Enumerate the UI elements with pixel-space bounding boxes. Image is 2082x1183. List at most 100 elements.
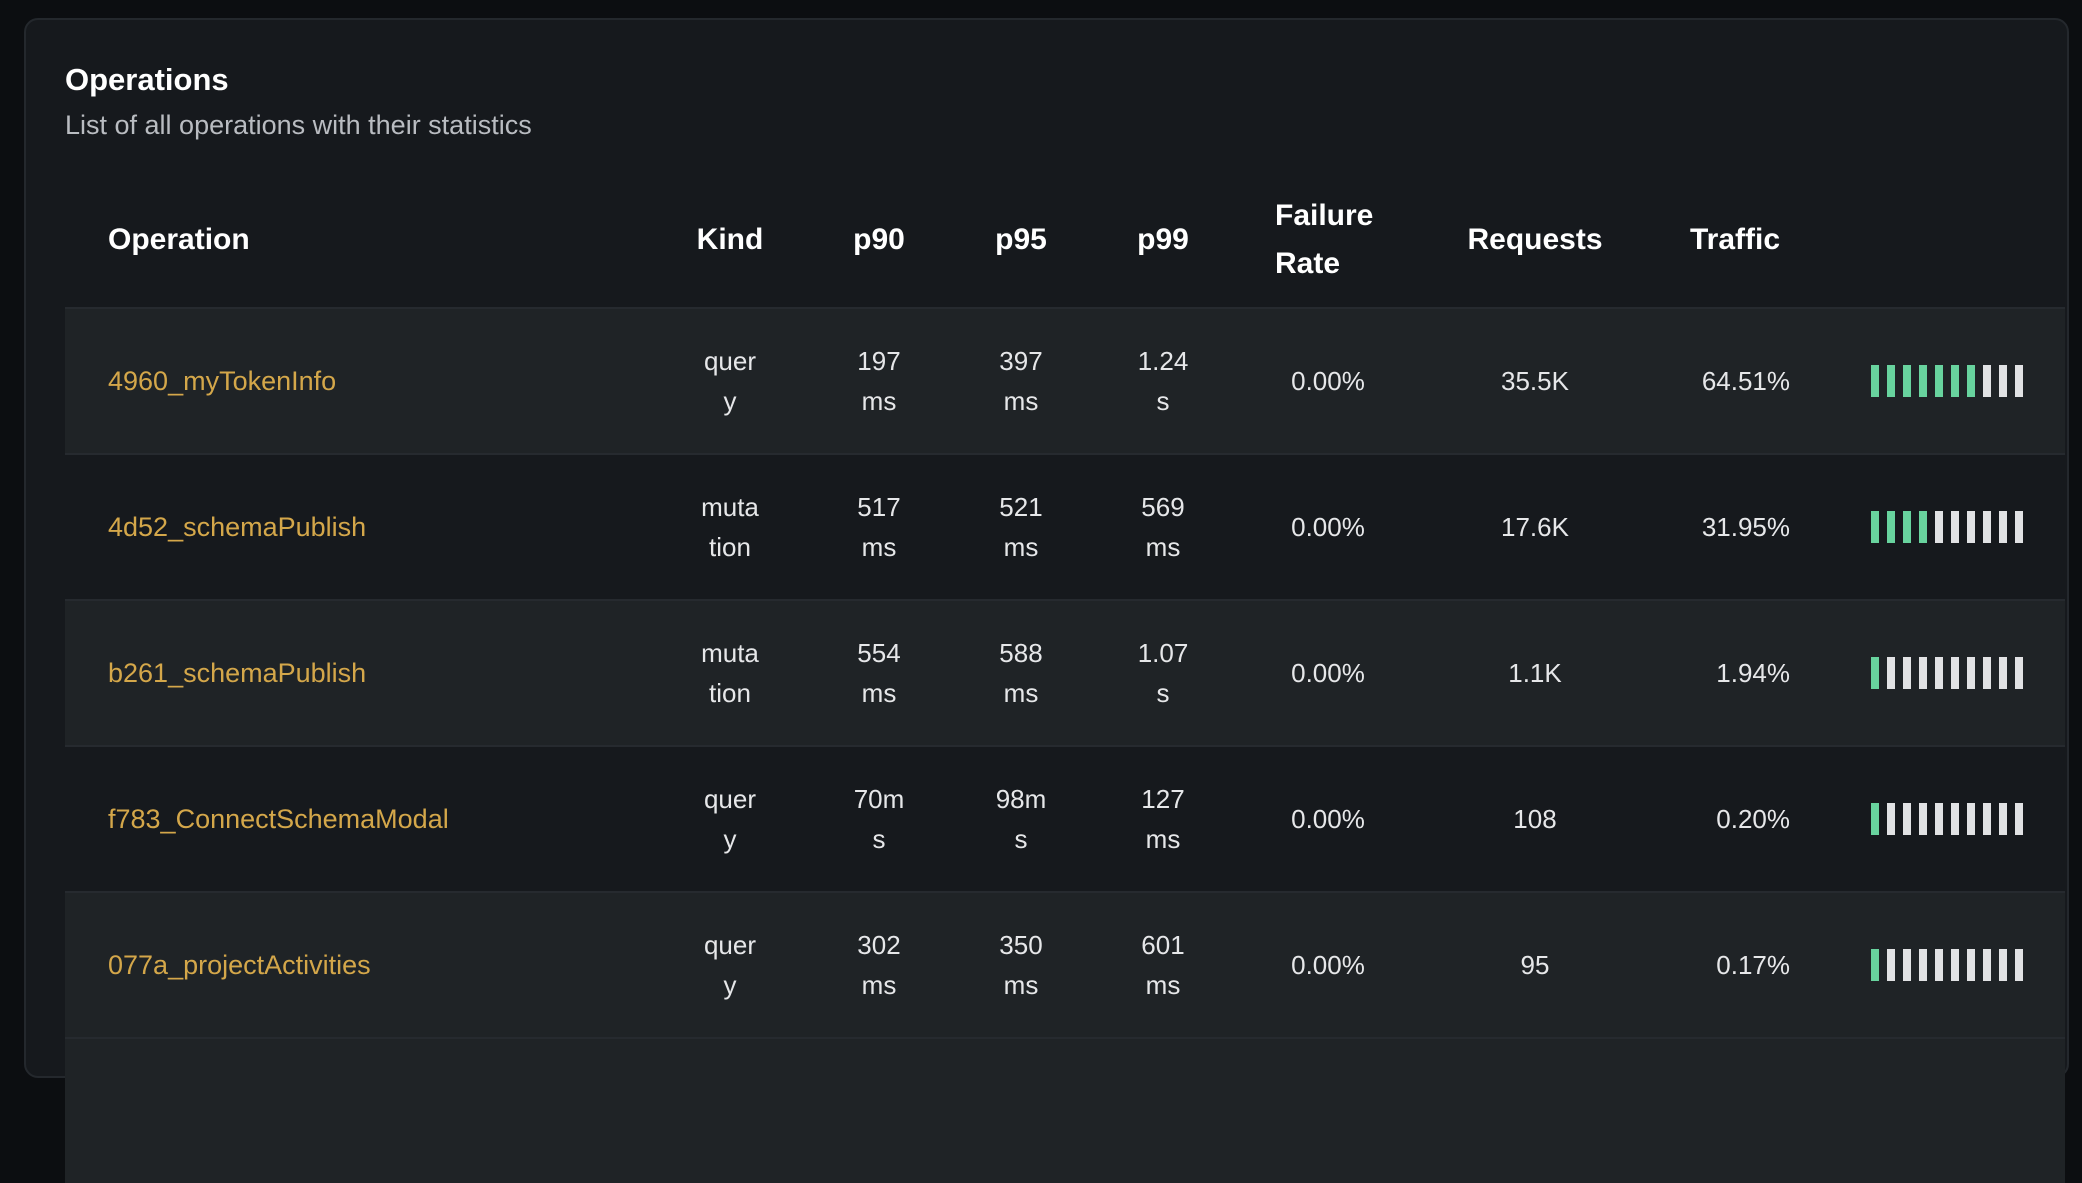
operation-link[interactable]: 4960_myTokenInfo bbox=[108, 366, 337, 396]
header-p95[interactable]: p95 bbox=[995, 223, 1047, 256]
traffic-bar-filled bbox=[1887, 511, 1895, 543]
traffic-bar-empty bbox=[1935, 657, 1943, 689]
traffic-bar-filled bbox=[1871, 949, 1879, 981]
p95-cell: 588 ms bbox=[999, 638, 1043, 708]
table-row: 4960_myTokenInfo query 197 ms 397 ms 1.24 s 0… bbox=[65, 307, 2065, 453]
traffic-bar-empty bbox=[1935, 511, 1943, 543]
operation-link[interactable]: 4d52_schemaPublish bbox=[108, 512, 367, 542]
table-row: 077a_projectActivities query 302 ms 350 ms 6… bbox=[65, 891, 2065, 1037]
traffic-bar-empty bbox=[1983, 511, 1991, 543]
requests-cell: 35.5K bbox=[1501, 366, 1569, 396]
traffic-bar-empty bbox=[1951, 657, 1959, 689]
traffic-bar-empty bbox=[1983, 803, 1991, 835]
traffic-bar-empty bbox=[1967, 511, 1975, 543]
table-header: Operation Kind p90 p95 p99 Failure Rate … bbox=[65, 173, 2065, 307]
failure-rate-cell: 0.00% bbox=[1291, 950, 1365, 980]
requests-cell: 95 bbox=[1520, 950, 1550, 980]
operation-link[interactable]: b261_schemaPublish bbox=[108, 658, 367, 688]
operation-link[interactable]: 077a_projectActivities bbox=[108, 950, 371, 980]
traffic-bar-filled bbox=[1903, 365, 1911, 397]
header-p99[interactable]: p99 bbox=[1137, 223, 1189, 256]
operation-link[interactable]: f783_ConnectSchemaModal bbox=[108, 804, 449, 834]
kind-cell: mutation bbox=[701, 638, 759, 708]
traffic-bar-empty bbox=[1951, 511, 1959, 543]
traffic-bar-empty bbox=[2015, 657, 2023, 689]
p99-cell: 601 ms bbox=[1141, 930, 1185, 1000]
p99-cell: 1.07 s bbox=[1137, 638, 1189, 708]
traffic-cell: 64.51% bbox=[1701, 366, 1790, 396]
traffic-bar-filled bbox=[1871, 803, 1879, 835]
p95-cell: 397 ms bbox=[999, 346, 1043, 416]
failure-rate-cell: 0.00% bbox=[1291, 804, 1365, 834]
header-kind[interactable]: Kind bbox=[696, 223, 764, 256]
traffic-bar-filled bbox=[1951, 365, 1959, 397]
header-failure-rate[interactable]: Failure Rate bbox=[1275, 199, 1374, 280]
p99-cell: 1.24 s bbox=[1137, 346, 1189, 416]
traffic-bar-empty bbox=[2015, 803, 2023, 835]
requests-cell: 108 bbox=[1513, 804, 1557, 834]
traffic-bar-empty bbox=[1903, 949, 1911, 981]
traffic-bar-filled bbox=[1903, 511, 1911, 543]
traffic-cell: 0.17% bbox=[1716, 950, 1790, 980]
table-row: f783_ConnectSchemaModal query 70ms 98ms 127 … bbox=[65, 745, 2065, 891]
traffic-bar-filled bbox=[1919, 511, 1927, 543]
traffic-bar-empty bbox=[1903, 657, 1911, 689]
traffic-bar-empty bbox=[1951, 803, 1959, 835]
p95-cell: 98ms bbox=[995, 784, 1047, 854]
header-p90[interactable]: p90 bbox=[853, 223, 905, 256]
traffic-bar-empty bbox=[1967, 949, 1975, 981]
traffic-cell: 31.95% bbox=[1701, 512, 1790, 542]
p95-cell: 350 ms bbox=[999, 930, 1043, 1000]
traffic-bar-empty bbox=[1983, 365, 1991, 397]
traffic-bar-empty bbox=[1999, 511, 2007, 543]
table-row bbox=[65, 1037, 2065, 1183]
traffic-meter bbox=[1871, 511, 2023, 543]
traffic-bar-empty bbox=[1919, 657, 1927, 689]
traffic-bar-empty bbox=[1935, 949, 1943, 981]
traffic-cell: 1.94% bbox=[1716, 658, 1790, 688]
traffic-bar-filled bbox=[1871, 511, 1879, 543]
table-row: 4d52_schemaPublish mutation 517 ms 521 ms 56… bbox=[65, 453, 2065, 599]
traffic-bar-filled bbox=[1871, 365, 1879, 397]
traffic-cell: 0.20% bbox=[1716, 804, 1790, 834]
traffic-bar-filled bbox=[1871, 657, 1879, 689]
p90-cell: 197 ms bbox=[857, 346, 901, 416]
p90-cell: 554 ms bbox=[857, 638, 901, 708]
traffic-bar-empty bbox=[1983, 657, 1991, 689]
traffic-bar-empty bbox=[2015, 511, 2023, 543]
traffic-bar-empty bbox=[2015, 949, 2023, 981]
traffic-bar-empty bbox=[1935, 803, 1943, 835]
header-requests[interactable]: Requests bbox=[1467, 223, 1603, 256]
p95-cell: 521 ms bbox=[999, 492, 1043, 562]
p99-cell: 127 ms bbox=[1141, 784, 1185, 854]
operations-table: Operation Kind p90 p95 p99 Failure Rate … bbox=[65, 173, 2065, 1183]
traffic-bar-empty bbox=[1983, 949, 1991, 981]
kind-cell: query bbox=[703, 930, 757, 1000]
traffic-bar-empty bbox=[1999, 365, 2007, 397]
traffic-bar-filled bbox=[1935, 365, 1943, 397]
p90-cell: 517 ms bbox=[857, 492, 901, 562]
traffic-bar-empty bbox=[1951, 949, 1959, 981]
header-operation[interactable]: Operation bbox=[108, 223, 250, 256]
requests-cell: 17.6K bbox=[1501, 512, 1569, 542]
header-traffic[interactable]: Traffic bbox=[1690, 223, 1781, 256]
traffic-meter bbox=[1871, 949, 2023, 981]
traffic-bar-empty bbox=[1919, 803, 1927, 835]
traffic-bar-empty bbox=[1967, 657, 1975, 689]
traffic-bar-empty bbox=[1999, 657, 2007, 689]
table-row: b261_schemaPublish mutation 554 ms 588 ms 1.… bbox=[65, 599, 2065, 745]
traffic-meter bbox=[1871, 365, 2023, 397]
kind-cell: query bbox=[703, 346, 757, 416]
traffic-bar-empty bbox=[1887, 949, 1895, 981]
traffic-bar-empty bbox=[2015, 365, 2023, 397]
traffic-bar-empty bbox=[1887, 803, 1895, 835]
traffic-bar-filled bbox=[1919, 365, 1927, 397]
p90-cell: 302 ms bbox=[857, 930, 901, 1000]
traffic-bar-empty bbox=[1887, 657, 1895, 689]
traffic-bar-empty bbox=[1999, 949, 2007, 981]
card-subtitle: List of all operations with their statis… bbox=[65, 110, 532, 140]
card-title: Operations bbox=[65, 62, 229, 97]
traffic-meter bbox=[1871, 657, 2023, 689]
failure-rate-cell: 0.00% bbox=[1291, 512, 1365, 542]
p90-cell: 70ms bbox=[853, 784, 905, 854]
